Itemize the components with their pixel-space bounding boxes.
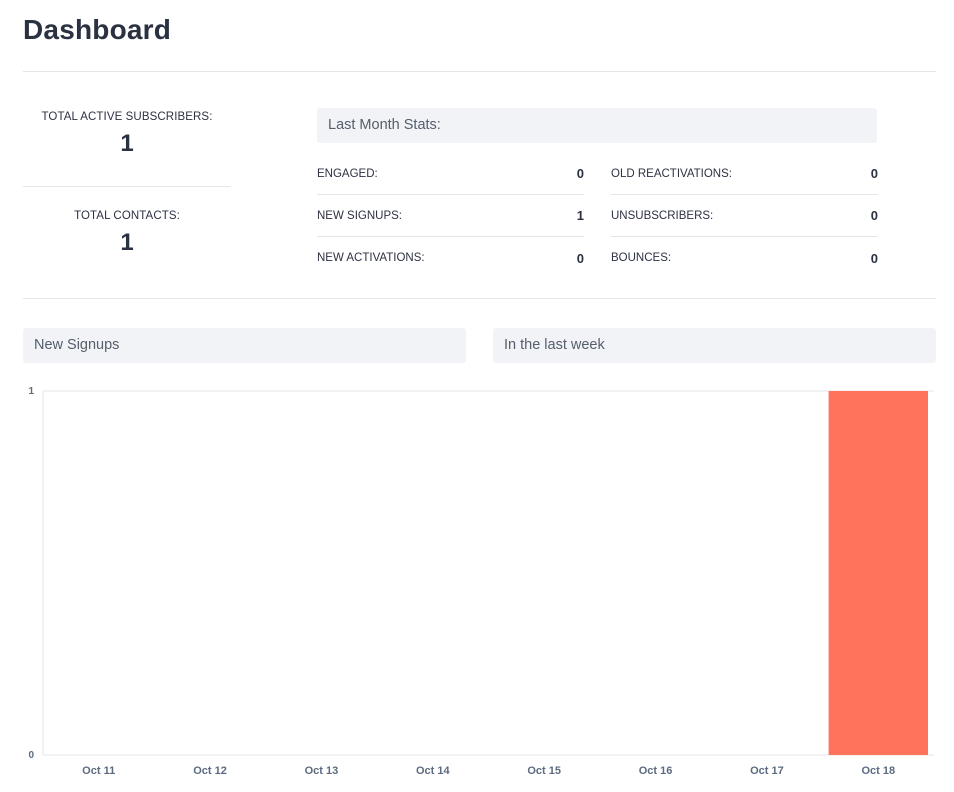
y-tick-label: 0 <box>28 750 34 761</box>
chart-svg: 0 1 Oct 11 Oct 12 Oct 13 Oct 14 Oct 15 Oct 16 Oc… <box>28 386 934 777</box>
stat-row-new-signups: NEW SIGNUPS: 1 <box>317 195 584 237</box>
x-tick-label: Oct 16 <box>639 765 673 777</box>
x-tick-label: Oct 12 <box>193 765 227 777</box>
stat-row-unsubscribers: UNSUBSCRIBERS: 0 <box>611 195 878 237</box>
stat-row-new-activations: NEW ACTIVATIONS: 0 <box>317 237 584 279</box>
totals-divider <box>23 186 231 187</box>
stat-label: ENGAGED: <box>317 167 378 180</box>
stat-value: 0 <box>870 166 878 181</box>
x-tick-label: Oct 15 <box>527 765 561 777</box>
last-month-stats-right: OLD REACTIVATIONS: 0 UNSUBSCRIBERS: 0 BO… <box>611 153 878 279</box>
bar <box>828 391 928 755</box>
x-tick-label: Oct 17 <box>750 765 784 777</box>
x-tick-label: Oct 13 <box>305 765 339 777</box>
total-contacts-label: TOTAL CONTACTS: <box>74 210 180 222</box>
x-tick-label: Oct 18 <box>861 765 895 777</box>
header-divider <box>23 71 936 72</box>
stat-row-engaged: ENGAGED: 0 <box>317 153 584 195</box>
stat-row-bounces: BOUNCES: 0 <box>611 237 878 279</box>
stat-value: 0 <box>870 208 878 223</box>
new-signups-header: New Signups <box>23 328 466 363</box>
last-week-header: In the last week <box>493 328 936 363</box>
stat-label: UNSUBSCRIBERS: <box>611 209 714 222</box>
stat-value: 1 <box>576 208 584 223</box>
total-active-subscribers-label: TOTAL ACTIVE SUBSCRIBERS: <box>41 111 213 123</box>
stat-label: BOUNCES: <box>611 252 672 264</box>
stat-label: NEW ACTIVATIONS: <box>317 252 425 264</box>
last-month-stats-header: Last Month Stats: <box>317 108 877 143</box>
total-contacts: TOTAL CONTACTS: 1 <box>23 207 231 285</box>
new-signups-chart: 0 1 Oct 11 Oct 12 Oct 13 Oct 14 Oct 15 Oct 16 Oc… <box>0 380 954 787</box>
total-active-subscribers: TOTAL ACTIVE SUBSCRIBERS: 1 <box>23 108 231 186</box>
stat-value: 0 <box>576 166 584 181</box>
x-tick-label: Oct 14 <box>416 765 451 777</box>
stat-label: OLD REACTIVATIONS: <box>611 167 732 180</box>
stat-row-old-reactivations: OLD REACTIVATIONS: 0 <box>611 153 878 195</box>
y-tick-label: 1 <box>28 386 34 397</box>
totals-panel: TOTAL ACTIVE SUBSCRIBERS: 1 TOTAL CONTAC… <box>23 108 231 285</box>
x-tick-label: Oct 11 <box>82 765 115 777</box>
stat-value: 0 <box>576 250 584 266</box>
total-active-subscribers-value: 1 <box>120 130 134 157</box>
stat-label: NEW SIGNUPS: <box>317 209 402 222</box>
total-contacts-value: 1 <box>120 229 134 256</box>
section-divider <box>23 298 936 299</box>
stat-value: 0 <box>870 250 878 266</box>
last-month-stats-left: ENGAGED: 0 NEW SIGNUPS: 1 NEW ACTIVATION… <box>317 153 584 279</box>
page-title: Dashboard <box>23 14 172 45</box>
